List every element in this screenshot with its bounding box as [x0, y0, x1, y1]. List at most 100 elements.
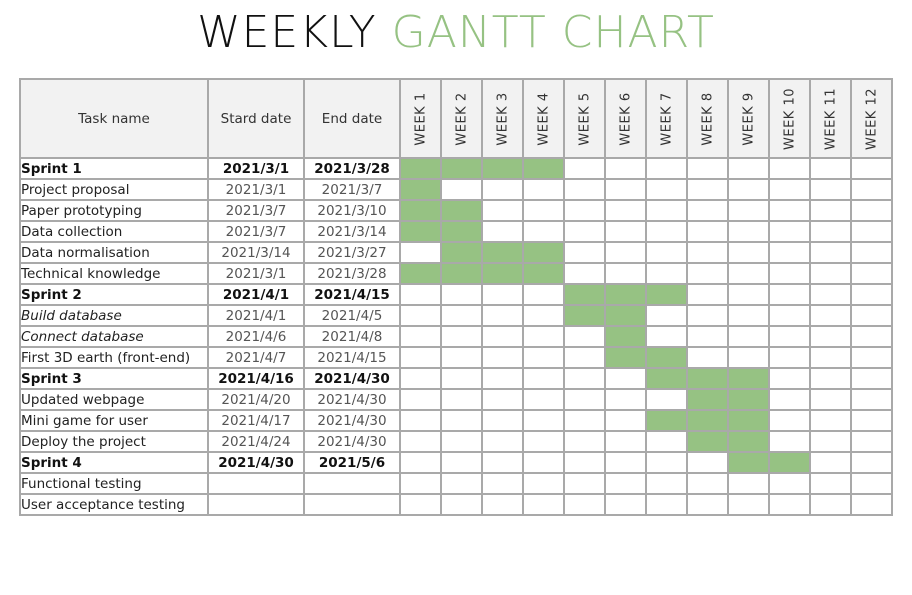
- task-name: Technical knowledge: [19, 262, 209, 285]
- gantt-empty-cell: [440, 304, 483, 327]
- gantt-bar-segment: [399, 157, 442, 180]
- gantt-empty-cell: [809, 451, 852, 474]
- gantt-empty-cell: [686, 241, 729, 264]
- gantt-empty-cell: [686, 262, 729, 285]
- gantt-empty-cell: [399, 325, 442, 348]
- gantt-empty-cell: [850, 430, 893, 453]
- gantt-empty-cell: [809, 199, 852, 222]
- gantt-empty-cell: [481, 430, 524, 453]
- task-name: Data collection: [19, 220, 209, 243]
- gantt-bar-segment: [563, 304, 606, 327]
- gantt-empty-cell: [563, 325, 606, 348]
- gantt-empty-cell: [399, 241, 442, 264]
- gantt-empty-cell: [563, 199, 606, 222]
- week-label: WEEK 3: [495, 91, 510, 146]
- start-date: 2021/4/1: [207, 283, 305, 306]
- gantt-empty-cell: [809, 472, 852, 495]
- gantt-empty-cell: [399, 472, 442, 495]
- task-row: Connect database 2021/4/6 2021/4/8: [19, 325, 893, 348]
- start-date: 2021/3/14: [207, 241, 305, 264]
- gantt-bar-segment: [686, 388, 729, 411]
- gantt-empty-cell: [768, 472, 811, 495]
- task-row: User acceptance testing: [19, 493, 893, 516]
- gantt-bar-segment: [481, 157, 524, 180]
- week-label: WEEK 5: [577, 91, 592, 146]
- gantt-empty-cell: [563, 493, 606, 516]
- end-date: 2021/4/30: [303, 409, 401, 432]
- gantt-empty-cell: [850, 409, 893, 432]
- gantt-empty-cell: [727, 178, 770, 201]
- chart-title: WEEKLY GANTT CHART: [0, 6, 912, 60]
- header-week-12: WEEK 12: [850, 78, 893, 159]
- task-row: Data normalisation 2021/3/14 2021/3/27: [19, 241, 893, 264]
- gantt-empty-cell: [809, 430, 852, 453]
- gantt-empty-cell: [727, 493, 770, 516]
- end-date: 2021/3/7: [303, 178, 401, 201]
- gantt-bar-segment: [563, 283, 606, 306]
- gantt-empty-cell: [686, 178, 729, 201]
- start-date: 2021/4/7: [207, 346, 305, 369]
- gantt-empty-cell: [481, 178, 524, 201]
- gantt-empty-cell: [522, 178, 565, 201]
- task-name: Updated webpage: [19, 388, 209, 411]
- gantt-empty-cell: [727, 325, 770, 348]
- header-week-2: WEEK 2: [440, 78, 483, 159]
- gantt-bar-segment: [686, 367, 729, 390]
- start-date: 2021/4/17: [207, 409, 305, 432]
- gantt-bar-segment: [522, 241, 565, 264]
- gantt-empty-cell: [809, 262, 852, 285]
- task-row: First 3D earth (front-end) 2021/4/7 2021/4…: [19, 346, 893, 369]
- task-name: Connect database: [19, 325, 209, 348]
- gantt-bar-segment: [727, 430, 770, 453]
- end-date: 2021/3/27: [303, 241, 401, 264]
- gantt-bar-segment: [440, 220, 483, 243]
- task-row: Deploy the project 2021/4/24 2021/4/30: [19, 430, 893, 453]
- gantt-empty-cell: [440, 178, 483, 201]
- gantt-empty-cell: [481, 388, 524, 411]
- gantt-empty-cell: [645, 178, 688, 201]
- sprint-row: Sprint 3 2021/4/16 2021/4/30: [19, 367, 893, 390]
- gantt-bar-segment: [645, 367, 688, 390]
- gantt-empty-cell: [727, 199, 770, 222]
- gantt-empty-cell: [440, 493, 483, 516]
- end-date: 2021/4/5: [303, 304, 401, 327]
- gantt-empty-cell: [809, 346, 852, 369]
- gantt-empty-cell: [768, 283, 811, 306]
- gantt-empty-cell: [809, 388, 852, 411]
- gantt-bar-segment: [481, 241, 524, 264]
- task-name: Paper prototyping: [19, 199, 209, 222]
- gantt-empty-cell: [563, 430, 606, 453]
- gantt-empty-cell: [686, 220, 729, 243]
- gantt-table: Task name Stard date End date WEEK 1 WEEK…: [19, 78, 893, 516]
- end-date: 2021/4/30: [303, 388, 401, 411]
- header-task-name: Task name: [19, 78, 209, 159]
- gantt-empty-cell: [522, 388, 565, 411]
- gantt-empty-cell: [850, 304, 893, 327]
- gantt-empty-cell: [850, 199, 893, 222]
- gantt-empty-cell: [768, 346, 811, 369]
- sprint-row: Sprint 1 2021/3/1 2021/3/28: [19, 157, 893, 180]
- header-week-8: WEEK 8: [686, 78, 729, 159]
- gantt-empty-cell: [768, 241, 811, 264]
- gantt-empty-cell: [604, 430, 647, 453]
- gantt-empty-cell: [563, 157, 606, 180]
- gantt-empty-cell: [768, 430, 811, 453]
- task-name: Deploy the project: [19, 430, 209, 453]
- gantt-empty-cell: [686, 325, 729, 348]
- gantt-empty-cell: [604, 220, 647, 243]
- gantt-empty-cell: [563, 241, 606, 264]
- gantt-empty-cell: [563, 178, 606, 201]
- start-date: 2021/3/1: [207, 178, 305, 201]
- task-row: Data collection 2021/3/7 2021/3/14: [19, 220, 893, 243]
- week-label: WEEK 6: [618, 91, 633, 146]
- gantt-empty-cell: [768, 409, 811, 432]
- gantt-empty-cell: [399, 346, 442, 369]
- gantt-empty-cell: [768, 367, 811, 390]
- week-label: WEEK 1: [413, 91, 428, 146]
- gantt-empty-cell: [809, 325, 852, 348]
- end-date: 2021/4/8: [303, 325, 401, 348]
- end-date: [303, 493, 401, 516]
- gantt-empty-cell: [563, 472, 606, 495]
- gantt-bar-segment: [399, 199, 442, 222]
- gantt-bar-segment: [399, 178, 442, 201]
